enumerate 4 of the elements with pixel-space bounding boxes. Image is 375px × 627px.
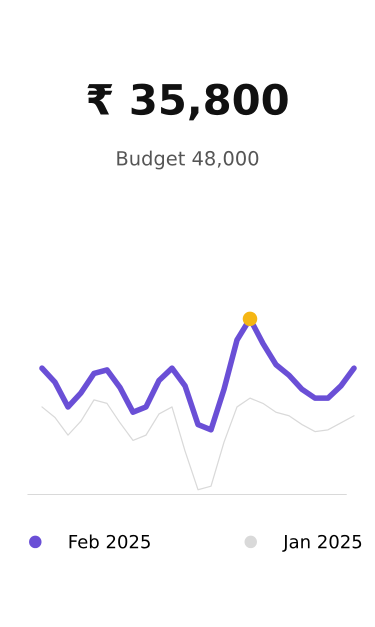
chart-title: ₹ 35,800	[87, 84, 288, 120]
legend-label: Jan 2025	[282, 534, 362, 552]
legend-label: Feb 2025	[70, 534, 150, 548]
chart-subtitle: Budget 48,000	[117, 150, 258, 170]
